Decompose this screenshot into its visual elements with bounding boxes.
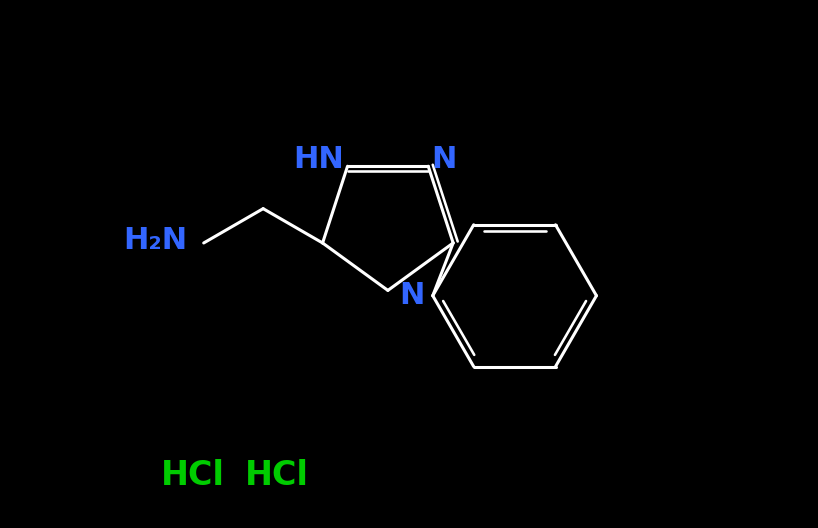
Text: HCl: HCl (160, 459, 224, 492)
Text: HN: HN (293, 145, 344, 174)
Text: N: N (431, 145, 456, 174)
Text: H₂N: H₂N (124, 226, 188, 255)
Text: HCl: HCl (245, 459, 309, 492)
Text: N: N (399, 281, 425, 310)
